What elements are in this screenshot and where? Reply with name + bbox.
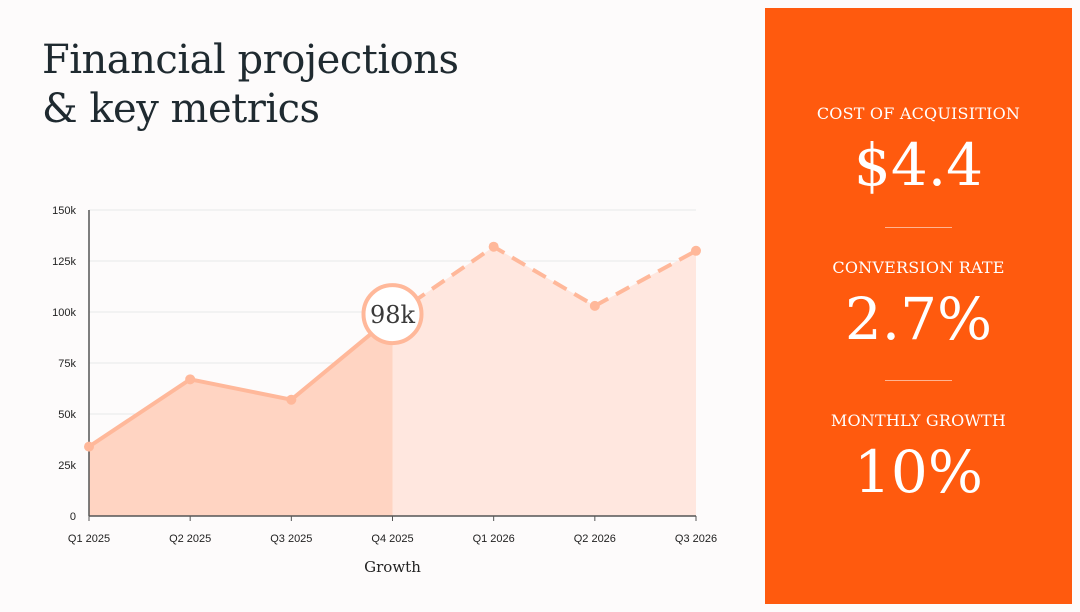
metric-value: 2.7% <box>844 285 993 353</box>
metric-cost-of-acquisition: COST OF ACQUISITION $4.4 <box>765 104 1072 200</box>
page-title: Financial projections & key metrics <box>42 36 459 134</box>
metric-value: $4.4 <box>853 131 984 199</box>
data-point <box>185 374 196 385</box>
metric-label: CONVERSION RATE <box>832 258 1005 277</box>
data-point <box>286 394 297 405</box>
data-point <box>589 300 600 311</box>
x-tick-label: Q3 2025 <box>270 533 312 545</box>
y-tick-label: 100k <box>52 307 76 319</box>
callout-circle <box>361 283 424 346</box>
data-point <box>84 441 94 452</box>
metric-conversion-rate: CONVERSION RATE 2.7% <box>765 258 1072 354</box>
x-tick-label: Q3 2026 <box>675 533 717 545</box>
x-tick-label: Q4 2025 <box>371 533 413 545</box>
data-point <box>691 245 701 256</box>
y-tick-label: 150k <box>52 205 76 217</box>
x-tick-label: Q1 2025 <box>68 533 110 545</box>
metric-divider <box>885 227 952 228</box>
callout-label: 98k <box>370 301 416 329</box>
y-tick-label: 75k <box>58 358 76 370</box>
x-tick-label: Q2 2026 <box>574 533 616 545</box>
x-tick-label: Q1 2026 <box>473 533 515 545</box>
growth-chart: 0 25k 50k 75k 100k 125k 150k Q1 2025 Q2 2025 Q3 2… <box>52 205 717 576</box>
metric-value: 10% <box>854 438 983 506</box>
metrics-panel: COST OF ACQUISITION $4.4 CONVERSION RATE… <box>765 8 1072 604</box>
data-point <box>488 241 499 252</box>
metric-monthly-growth: MONTHLY GROWTH 10% <box>765 411 1072 507</box>
y-tick-label: 0 <box>70 511 76 523</box>
actual-series-line <box>87 314 395 449</box>
x-axis-title: Growth <box>364 558 421 576</box>
y-tick-label: 125k <box>52 256 76 268</box>
x-tick-label: Q2 2025 <box>169 533 211 545</box>
projected-area <box>392 246 696 516</box>
page-title-line-2: & key metrics <box>42 86 320 132</box>
y-tick-label: 50k <box>58 409 76 421</box>
metric-label: COST OF ACQUISITION <box>816 104 1021 123</box>
metric-label: MONTHLY GROWTH <box>830 411 1007 430</box>
y-tick-label: 25k <box>58 460 76 472</box>
projected-series-line <box>391 244 697 318</box>
actual-area <box>89 316 393 516</box>
metric-divider <box>885 380 952 381</box>
page-title-line-1: Financial projections <box>42 37 459 83</box>
